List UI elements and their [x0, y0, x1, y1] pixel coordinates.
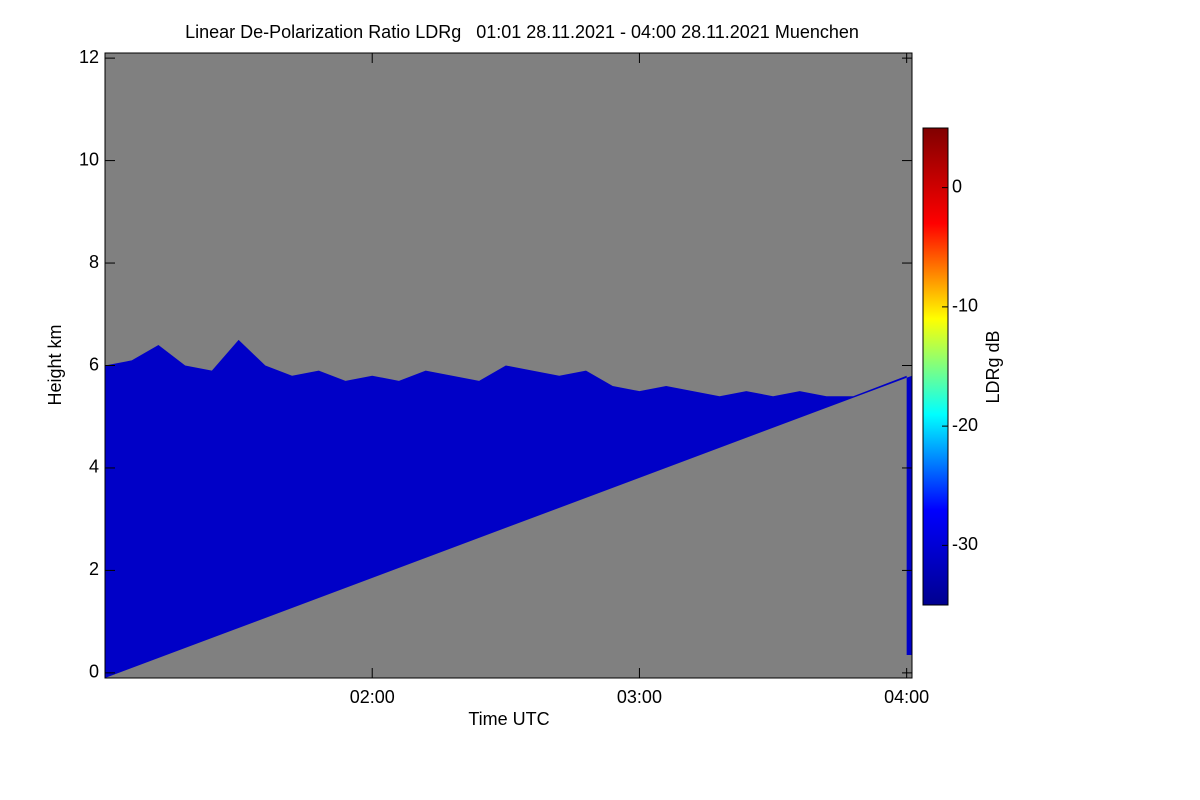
colorbar-tick-label: -20	[952, 415, 978, 435]
y-tick-label: 2	[89, 559, 99, 579]
x-axis-label: Time UTC	[468, 709, 549, 729]
y-axis-label: Height km	[45, 324, 65, 405]
y-tick-label: 8	[89, 252, 99, 272]
x-tick-label: 03:00	[617, 687, 662, 707]
x-tick-label: 02:00	[350, 687, 395, 707]
y-tick-label: 6	[89, 354, 99, 374]
colorbar-label: LDRg dB	[983, 330, 1003, 403]
masked-gap	[679, 637, 912, 678]
colorbar-tick-label: -30	[952, 534, 978, 554]
y-tick-label: 0	[89, 662, 99, 682]
y-tick-label: 10	[79, 149, 99, 169]
colorbar-tick-label: -10	[952, 296, 978, 316]
chart-title: Linear De-Polarization Ratio LDRg 01:01 …	[185, 22, 859, 42]
y-tick-label: 12	[79, 47, 99, 67]
y-tick-label: 4	[89, 457, 99, 477]
signal-area	[105, 339, 912, 678]
x-tick-label: 04:00	[884, 687, 929, 707]
colorbar-tick-label: 0	[952, 176, 962, 196]
colorbar	[922, 127, 949, 606]
